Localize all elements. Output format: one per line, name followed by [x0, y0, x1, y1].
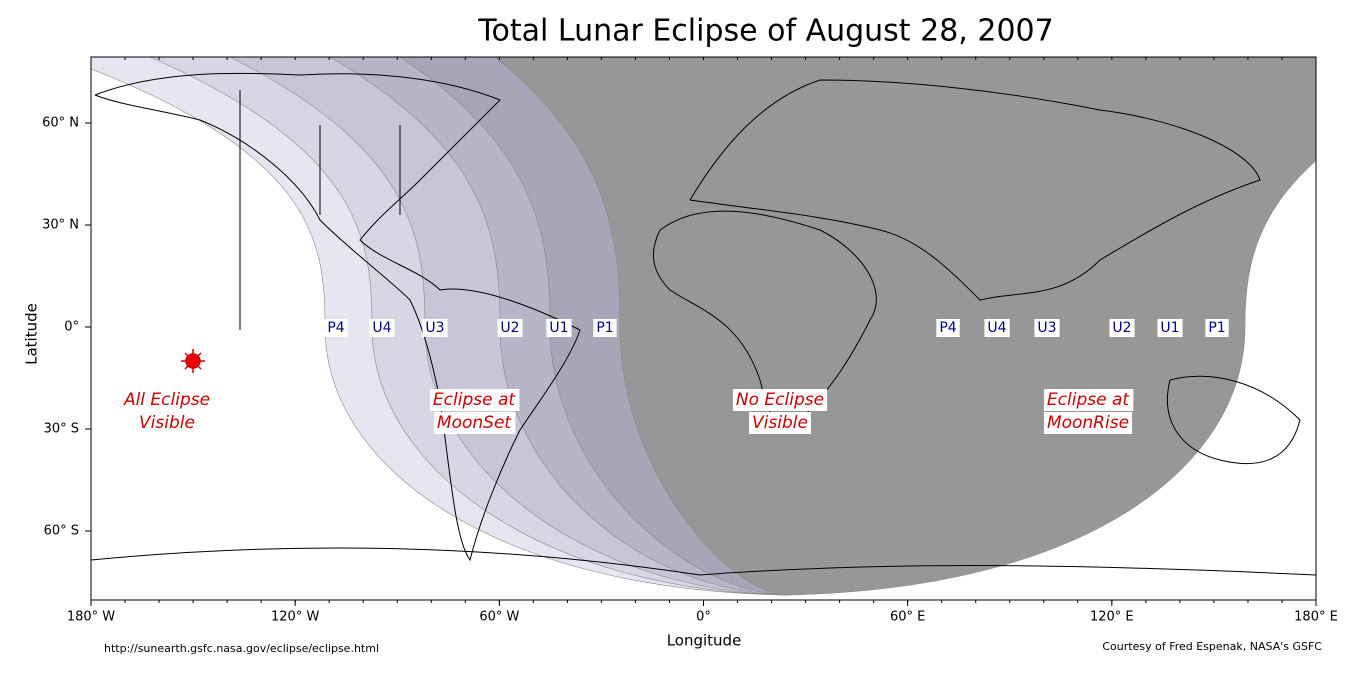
contact-label-bg — [984, 319, 1010, 337]
contact-label: U4 — [372, 320, 391, 336]
contact-label-bg — [422, 319, 448, 337]
contact-label-bg — [593, 319, 617, 337]
contact-label-bg — [1205, 319, 1229, 337]
contact-label-bg — [936, 319, 960, 337]
x-tick-label: 180° W — [67, 610, 115, 625]
contact-label: U3 — [1037, 320, 1056, 336]
x-tick-label: 120° E — [1090, 610, 1134, 625]
region-label-bg — [732, 389, 828, 411]
contact-label: U1 — [1160, 320, 1179, 336]
y-tick-label: 60° S — [44, 524, 79, 539]
contact-label-bg — [497, 319, 523, 337]
region-label: MoonSet — [437, 413, 512, 433]
region-label: All Eclipse — [123, 390, 210, 410]
x-tick-label: 60° W — [479, 610, 519, 625]
contact-label: P1 — [596, 320, 613, 336]
contact-label-bg — [324, 319, 348, 337]
contact-label: U3 — [425, 320, 444, 336]
contact-label-bg — [1157, 319, 1183, 337]
contact-label: P4 — [327, 320, 344, 336]
region-label: Visible — [752, 413, 808, 433]
contact-label: U1 — [549, 320, 568, 336]
contact-label: U2 — [500, 320, 519, 336]
region-label-bg — [749, 412, 811, 434]
region-label: Eclipse at — [433, 390, 516, 410]
contact-label: P4 — [939, 320, 956, 336]
x-axis-label: Longitude — [667, 632, 742, 650]
credit: Courtesy of Fred Espenak, NASA's GSFC — [1102, 640, 1322, 653]
y-tick-label: 30° N — [42, 218, 79, 233]
map-title: Total Lunar Eclipse of August 28, 2007 — [477, 14, 1053, 49]
contact-label: P1 — [1208, 320, 1225, 336]
region-label: MoonRise — [1047, 413, 1129, 433]
region-label: Eclipse at — [1047, 390, 1130, 410]
contact-label-bg — [369, 319, 395, 337]
x-tick-label: 0° — [696, 610, 711, 625]
coastlines — [91, 72, 1316, 576]
source-url: http://sunearth.gsfc.nasa.gov/eclipse/ec… — [104, 642, 379, 655]
sun-marker — [181, 349, 205, 373]
contact-label: U2 — [1112, 320, 1131, 336]
x-tick-label: 120° W — [271, 610, 319, 625]
contact-label: U4 — [987, 320, 1006, 336]
y-axis-label: Latitude — [23, 303, 41, 365]
y-tick-label: 0° — [64, 320, 79, 335]
region-label-bg — [1043, 412, 1133, 434]
region-label-bg — [433, 412, 516, 434]
region-label-bg — [429, 389, 520, 411]
shadow-band — [494, 57, 1316, 596]
contact-label-bg — [1034, 319, 1060, 337]
region-label: Visible — [139, 413, 195, 433]
region-label: No Eclipse — [736, 390, 824, 410]
region-label-bg — [1043, 389, 1134, 411]
y-tick-label: 30° S — [44, 422, 79, 437]
x-tick-label: 180° E — [1294, 610, 1338, 625]
y-tick-label: 60° N — [42, 116, 79, 131]
contact-label-bg — [546, 319, 572, 337]
contact-label-bg — [1109, 319, 1135, 337]
x-tick-label: 60° E — [890, 610, 925, 625]
